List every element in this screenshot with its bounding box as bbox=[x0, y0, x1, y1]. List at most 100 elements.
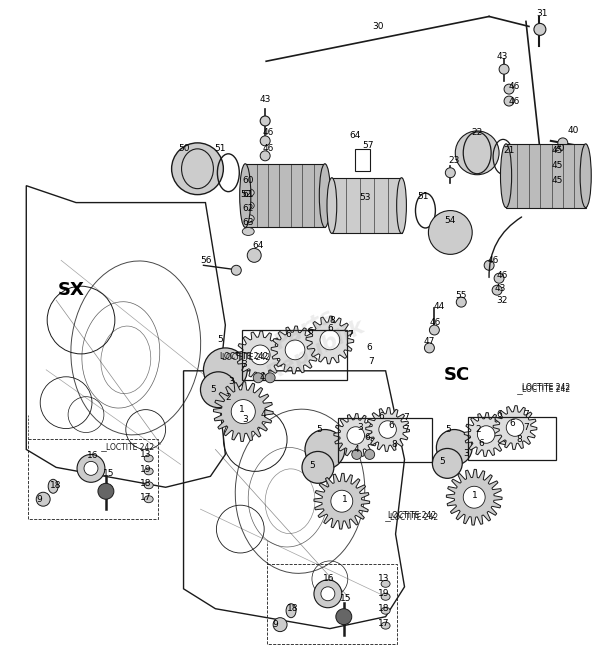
Circle shape bbox=[260, 151, 270, 161]
Text: 46: 46 bbox=[508, 97, 520, 106]
Text: 15: 15 bbox=[340, 594, 352, 603]
Polygon shape bbox=[493, 406, 537, 449]
Circle shape bbox=[321, 587, 335, 601]
Bar bbox=[242, 330, 347, 380]
Text: 56: 56 bbox=[201, 256, 212, 265]
Text: 7: 7 bbox=[523, 423, 529, 432]
Circle shape bbox=[484, 260, 494, 270]
Text: 8: 8 bbox=[516, 435, 522, 444]
Text: 64: 64 bbox=[349, 132, 361, 140]
Text: 18: 18 bbox=[140, 479, 151, 488]
Text: 3: 3 bbox=[229, 377, 234, 386]
Text: 60: 60 bbox=[242, 176, 254, 185]
Text: 45: 45 bbox=[551, 146, 563, 155]
Text: 51: 51 bbox=[215, 144, 226, 153]
Text: 9: 9 bbox=[36, 494, 42, 504]
Circle shape bbox=[200, 371, 236, 408]
Ellipse shape bbox=[551, 178, 563, 187]
Circle shape bbox=[285, 340, 305, 360]
Polygon shape bbox=[446, 469, 502, 525]
Text: 19: 19 bbox=[140, 465, 151, 474]
Circle shape bbox=[273, 617, 287, 632]
Circle shape bbox=[265, 373, 275, 383]
Circle shape bbox=[494, 273, 504, 283]
Ellipse shape bbox=[580, 144, 592, 208]
Text: SC: SC bbox=[444, 366, 470, 384]
Ellipse shape bbox=[48, 479, 58, 493]
Circle shape bbox=[534, 23, 546, 36]
Text: 18: 18 bbox=[378, 604, 390, 613]
Text: 18: 18 bbox=[51, 481, 62, 490]
Ellipse shape bbox=[242, 188, 254, 196]
Text: 21: 21 bbox=[504, 146, 515, 155]
Circle shape bbox=[98, 483, 114, 499]
Circle shape bbox=[172, 143, 223, 194]
Text: 4: 4 bbox=[354, 445, 359, 454]
Text: 44: 44 bbox=[434, 301, 445, 311]
Text: 7: 7 bbox=[368, 358, 373, 366]
Circle shape bbox=[456, 297, 466, 307]
Ellipse shape bbox=[500, 144, 511, 208]
Text: 4: 4 bbox=[260, 410, 266, 419]
Text: 5: 5 bbox=[446, 425, 451, 434]
Text: 54: 54 bbox=[444, 216, 456, 225]
Text: 61: 61 bbox=[242, 190, 254, 199]
Polygon shape bbox=[306, 316, 354, 364]
Text: 4: 4 bbox=[259, 373, 265, 382]
Ellipse shape bbox=[381, 580, 390, 588]
Text: LOCTITE 242: LOCTITE 242 bbox=[106, 443, 154, 452]
Circle shape bbox=[432, 448, 463, 479]
Circle shape bbox=[36, 492, 50, 506]
Text: LOCTITE 242: LOCTITE 242 bbox=[522, 383, 570, 392]
Circle shape bbox=[331, 490, 353, 512]
Text: 32: 32 bbox=[496, 295, 508, 305]
Text: 52: 52 bbox=[241, 190, 252, 199]
Text: 5: 5 bbox=[309, 461, 315, 470]
Circle shape bbox=[425, 343, 434, 353]
Text: 7: 7 bbox=[523, 410, 529, 419]
Text: 6: 6 bbox=[307, 327, 313, 336]
Text: 9: 9 bbox=[272, 620, 278, 629]
Text: 46: 46 bbox=[508, 81, 520, 91]
Ellipse shape bbox=[551, 165, 563, 173]
Polygon shape bbox=[271, 326, 319, 374]
Text: 51: 51 bbox=[418, 192, 429, 201]
Text: 19: 19 bbox=[378, 590, 390, 598]
Bar bbox=[332, 178, 402, 233]
Bar bbox=[468, 416, 556, 461]
Text: 6: 6 bbox=[367, 344, 373, 352]
Circle shape bbox=[77, 454, 105, 483]
Text: 7: 7 bbox=[347, 330, 353, 340]
Text: 3: 3 bbox=[241, 360, 247, 369]
Text: 43: 43 bbox=[259, 95, 271, 104]
Ellipse shape bbox=[286, 603, 296, 617]
Circle shape bbox=[446, 168, 455, 178]
Circle shape bbox=[478, 426, 495, 444]
Circle shape bbox=[260, 136, 270, 146]
Circle shape bbox=[302, 451, 334, 483]
Text: 53: 53 bbox=[359, 193, 370, 202]
Text: 46: 46 bbox=[496, 271, 508, 280]
Text: 55: 55 bbox=[455, 291, 467, 299]
Text: LOCTITE 242: LOCTITE 242 bbox=[220, 352, 268, 362]
Circle shape bbox=[253, 373, 263, 383]
Text: SX: SX bbox=[58, 281, 84, 299]
Circle shape bbox=[379, 421, 396, 438]
Text: 7: 7 bbox=[403, 425, 409, 434]
Text: 5: 5 bbox=[440, 457, 445, 466]
Text: 31: 31 bbox=[536, 9, 548, 18]
Circle shape bbox=[365, 449, 374, 459]
Circle shape bbox=[504, 96, 514, 106]
Text: 46: 46 bbox=[262, 144, 274, 153]
Text: 7: 7 bbox=[403, 413, 409, 422]
Text: 17: 17 bbox=[378, 619, 390, 628]
Circle shape bbox=[429, 325, 440, 335]
Polygon shape bbox=[213, 382, 273, 442]
Text: 6: 6 bbox=[478, 439, 484, 448]
Text: 13: 13 bbox=[378, 574, 390, 584]
Ellipse shape bbox=[144, 496, 153, 503]
Bar bbox=[338, 418, 432, 463]
Text: 50: 50 bbox=[178, 144, 189, 153]
Ellipse shape bbox=[327, 178, 336, 233]
Text: 6: 6 bbox=[509, 419, 515, 428]
